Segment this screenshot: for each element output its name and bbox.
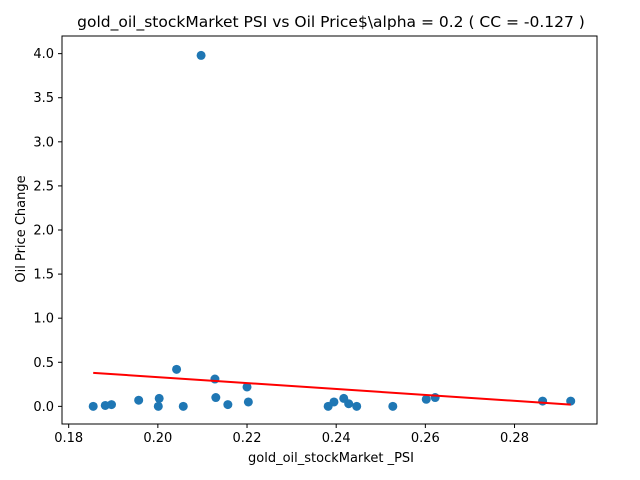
scatter-point	[242, 382, 252, 392]
scatter-point	[211, 393, 221, 403]
scatter-point	[344, 399, 354, 409]
scatter-point	[210, 374, 220, 384]
y-axis-label: Oil Price Change	[14, 175, 29, 282]
x-axis-ticks: 0.18 0.20 0.22 0.24 0.26 0.28	[54, 424, 529, 446]
chart-marks	[88, 50, 576, 411]
scatter-point	[88, 401, 98, 411]
x-tick-label: 0.18	[54, 431, 83, 446]
y-tick-label: 1.5	[33, 268, 54, 283]
scatter-point	[352, 401, 362, 411]
scatter-point	[421, 394, 431, 404]
plot-area: 0.18 0.20 0.22 0.24 0.26 0.28 0.0 0.5 1.0 1.5 2.0…	[33, 35, 598, 446]
scatter-point	[134, 395, 144, 405]
scatter-point	[329, 397, 339, 407]
regression-line	[93, 371, 571, 406]
y-tick-label: 4.0	[33, 47, 54, 62]
scatter-point	[196, 50, 206, 60]
y-axis-ticks: 0.0 0.5 1.0 1.5 2.0 2.5 3.0 3.5 4.0	[33, 47, 62, 415]
x-tick-label: 0.28	[500, 431, 529, 446]
y-tick-label: 3.0	[33, 135, 54, 150]
x-tick-label: 0.24	[322, 431, 351, 446]
scatter-point	[178, 401, 188, 411]
y-tick-label: 1.0	[33, 312, 54, 327]
scatter-point	[106, 400, 116, 410]
y-tick-label: 3.5	[33, 91, 54, 106]
scatter-point	[243, 397, 253, 407]
x-tick-label: 0.20	[143, 431, 172, 446]
scatter-point	[388, 401, 398, 411]
scatter-point	[153, 401, 163, 411]
scatter-point	[566, 396, 576, 406]
y-tick-label: 0.5	[33, 356, 54, 371]
chart-title: gold_oil_stockMarket PSI vs Oil Price$\a…	[77, 13, 585, 32]
y-tick-label: 2.0	[33, 224, 54, 239]
x-tick-label: 0.26	[411, 431, 440, 446]
scatter-point	[538, 396, 548, 406]
x-tick-label: 0.22	[233, 431, 262, 446]
y-tick-label: 2.5	[33, 179, 54, 194]
scatter-point	[154, 393, 164, 403]
scatter-point	[172, 364, 182, 374]
y-tick-label: 0.0	[33, 400, 54, 415]
x-axis-label: gold_oil_stockMarket _PSI	[248, 451, 414, 466]
scatter-point	[223, 400, 233, 410]
